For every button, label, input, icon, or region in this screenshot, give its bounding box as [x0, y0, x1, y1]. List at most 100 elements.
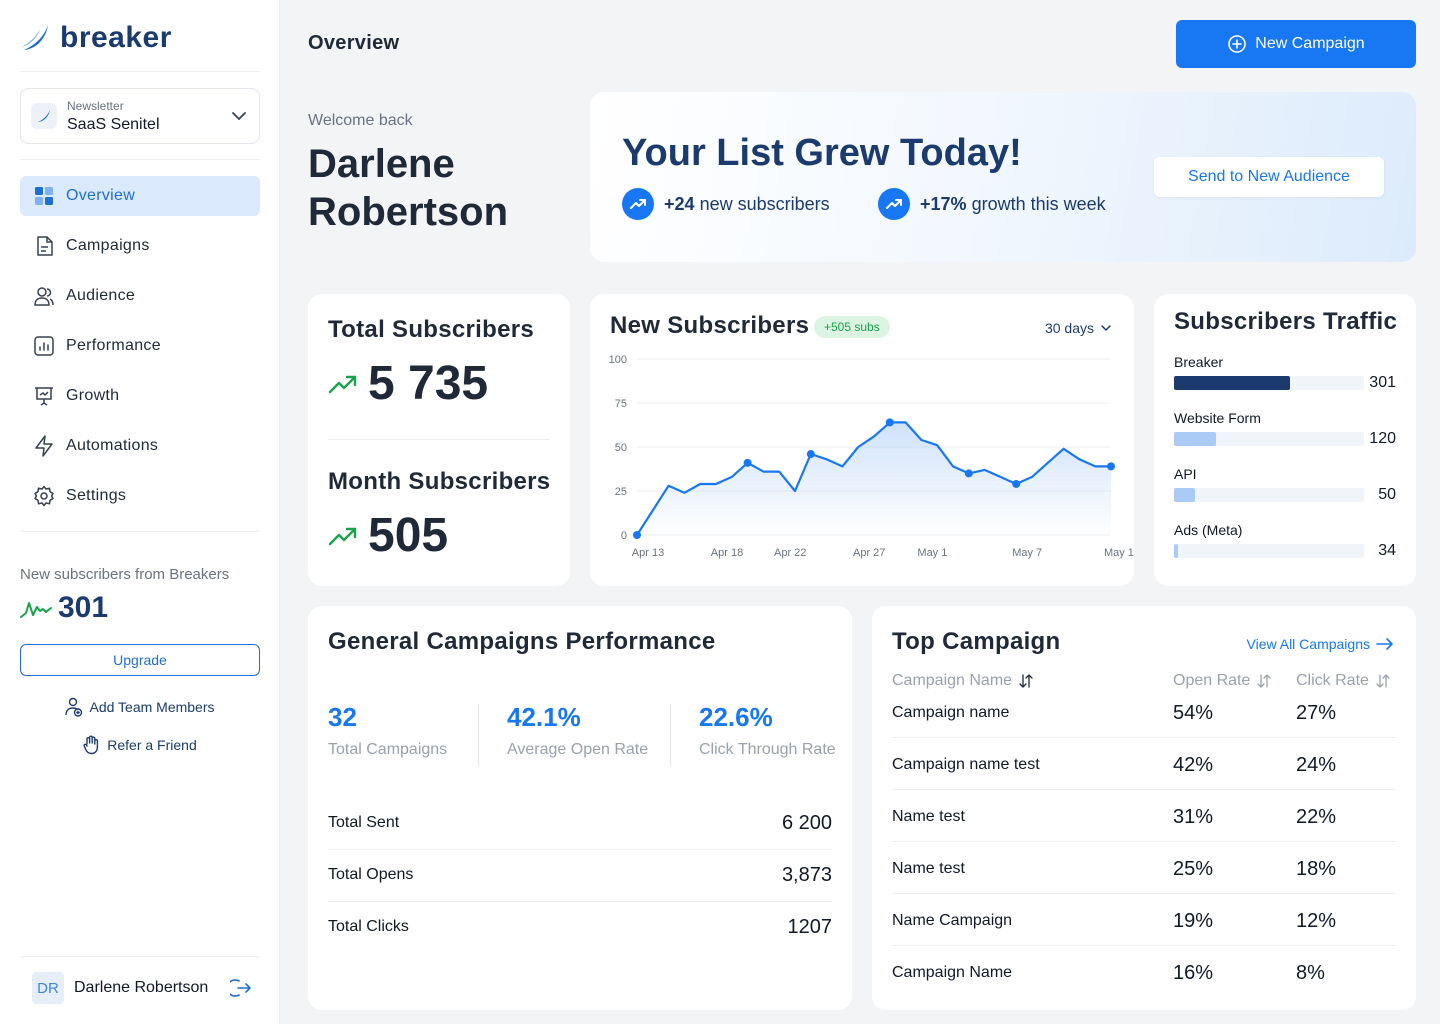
table-row[interactable]: Campaign name test 42% 24%: [892, 754, 1396, 808]
x-tick-label: May 1: [917, 547, 947, 559]
breaker-logo-icon: [22, 25, 48, 50]
users-icon: [32, 284, 56, 308]
perf-stat-value: 32: [328, 702, 357, 732]
banner-stat-growth: +17% growth this week: [878, 188, 1106, 220]
send-to-new-audience-button[interactable]: Send to New Audience: [1154, 157, 1384, 197]
open-rate: 16%: [1173, 962, 1214, 984]
logout-icon[interactable]: [230, 977, 252, 999]
range-dropdown[interactable]: 30 days: [1045, 320, 1112, 336]
traffic-bar: [1174, 376, 1290, 390]
user-profile[interactable]: DR Darlene Robertson: [32, 972, 252, 1004]
divider: [478, 704, 479, 766]
chart-area: [637, 422, 1111, 535]
top-campaign-title: Top Campaign: [892, 628, 1061, 655]
divider: [20, 159, 260, 160]
main-nav: Overview Campaigns Audience Performance …: [20, 176, 260, 526]
data-point[interactable]: [1012, 479, 1021, 488]
data-point[interactable]: [1107, 462, 1115, 471]
nav-label: Audience: [66, 287, 136, 304]
open-rate: 54%: [1173, 702, 1214, 724]
nav-item-performance[interactable]: Performance: [20, 326, 260, 366]
trend-up-icon: [328, 527, 357, 545]
traffic-item: API 50: [1174, 466, 1396, 503]
avatar: DR: [32, 972, 64, 1004]
sort-icon: [1257, 674, 1272, 688]
column-header-label: Open Rate: [1173, 672, 1251, 689]
new-campaign-button[interactable]: New Campaign: [1176, 20, 1416, 68]
data-point[interactable]: [964, 469, 973, 478]
upgrade-button[interactable]: Upgrade: [20, 644, 260, 676]
column-header-open-rate[interactable]: Open Rate: [1173, 672, 1272, 690]
view-all-campaigns-link[interactable]: View All Campaigns: [1247, 636, 1394, 652]
divider: [328, 439, 550, 440]
growth-banner: Your List Grew Today! +24 new subscriber…: [590, 92, 1416, 262]
column-header-click-rate[interactable]: Click Rate: [1296, 672, 1391, 690]
plus-circle-icon: [1228, 35, 1247, 53]
sidebar: breaker Newsletter SaaS Senitel Overview…: [0, 0, 280, 1024]
campaign-name: Name test: [892, 808, 965, 825]
data-point[interactable]: [885, 418, 894, 427]
table-row[interactable]: Name Campaign 19% 12%: [892, 910, 1396, 964]
table-row[interactable]: Name test 31% 22%: [892, 806, 1396, 860]
nav-item-campaigns[interactable]: Campaigns: [20, 226, 260, 266]
column-header-campaign-name[interactable]: Campaign Name: [892, 672, 1034, 690]
new-subscribers-chart: 0 25 50 75 100 Apr 13 Apr 18 Apr 22 Apr 27 May 1…: [609, 354, 1134, 559]
divider: [20, 71, 260, 72]
traffic-bar-track: [1174, 488, 1364, 502]
divider: [892, 841, 1396, 842]
top-campaign-card: Top Campaign View All Campaigns Campaign…: [872, 606, 1416, 1010]
traffic-bar-track: [1174, 376, 1364, 390]
click-rate: 27%: [1296, 702, 1337, 724]
nav-item-audience[interactable]: Audience: [20, 276, 260, 316]
nav-item-automations[interactable]: Automations: [20, 426, 260, 466]
user-name: Darlene Robertson: [74, 979, 209, 996]
traffic-item: Ads (Meta) 34: [1174, 522, 1396, 559]
performance-title: General Campaigns Performance: [328, 628, 716, 655]
campaign-name: Name test: [892, 860, 965, 877]
breaker-logo-icon: [38, 109, 50, 122]
table-row[interactable]: Campaign Name 16% 8%: [892, 962, 1396, 1016]
perf-row-value: 1207: [787, 915, 833, 938]
divider: [328, 901, 832, 902]
sort-icon: [1019, 674, 1033, 688]
traffic-label: Ads (Meta): [1174, 522, 1243, 538]
divider: [670, 704, 671, 766]
x-tick-label: Apr 13: [632, 547, 664, 559]
data-point[interactable]: [806, 450, 815, 459]
y-tick-label: 50: [615, 442, 627, 454]
traffic-label: API: [1174, 466, 1197, 482]
new-campaign-label: New Campaign: [1255, 35, 1365, 52]
perf-row-total-clicks: Total Clicks 1207: [328, 901, 832, 953]
y-tick-label: 25: [615, 486, 627, 498]
newsletter-selector[interactable]: Newsletter SaaS Senitel: [20, 88, 260, 144]
nav-item-settings[interactable]: Settings: [20, 476, 260, 516]
total-subscribers-value: 5 735: [368, 357, 489, 410]
subs-badge: +505 subs: [814, 316, 890, 338]
breakers-value: 301: [58, 591, 109, 624]
data-point[interactable]: [633, 531, 641, 539]
traffic-item: Breaker 301: [1174, 354, 1396, 391]
divider: [20, 531, 260, 532]
range-label: 30 days: [1044, 320, 1094, 336]
perf-stat-label: Click Through Rate: [699, 741, 836, 758]
banner-stat-value: +24: [664, 193, 695, 214]
nav-item-overview[interactable]: Overview: [20, 176, 260, 216]
traffic-item: Website Form 120: [1174, 410, 1396, 447]
performance-card: General Campaigns Performance 32 Total C…: [308, 606, 852, 1010]
table-row[interactable]: Campaign name 54% 27%: [892, 702, 1396, 756]
divider: [20, 956, 260, 957]
nav-item-growth[interactable]: Growth: [20, 376, 260, 416]
chevron-down-icon: [1101, 325, 1111, 332]
trend-up-icon: [622, 188, 654, 220]
table-row[interactable]: Name test 25% 18%: [892, 858, 1396, 912]
click-rate: 22%: [1296, 806, 1337, 828]
logo[interactable]: breaker: [20, 20, 172, 56]
click-rate: 24%: [1296, 754, 1337, 776]
x-tick-label: Apr 18: [711, 547, 743, 559]
presentation-icon: [32, 384, 56, 408]
data-point[interactable]: [743, 458, 752, 467]
refer-friend-link[interactable]: Refer a Friend: [0, 735, 280, 755]
chart-icon: [32, 334, 56, 358]
open-rate: 31%: [1173, 806, 1214, 828]
add-team-members-link[interactable]: Add Team Members: [0, 697, 280, 717]
